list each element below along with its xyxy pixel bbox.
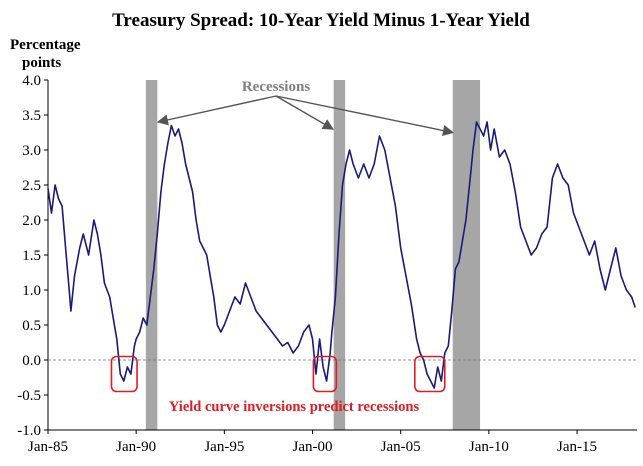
y-tick-label: 2.5	[22, 178, 41, 194]
y-tick-label: 1.5	[22, 248, 41, 264]
y-tick-label: -0.5	[17, 388, 41, 404]
y-tick-label: 3.0	[22, 143, 41, 159]
inversion-label: Yield curve inversions predict recession…	[169, 399, 420, 415]
inversion-box-3	[414, 355, 446, 393]
spread-series	[47, 121, 636, 389]
chart-title: Treasury Spread: 10-Year Yield Minus 1-Y…	[112, 10, 530, 31]
inversion-boxes	[110, 355, 446, 393]
y-axis-label-line1: Percentage	[10, 37, 81, 53]
recession-band-1	[145, 80, 158, 430]
axes	[44, 79, 637, 434]
x-tick-label: Jan-10	[469, 439, 509, 455]
x-tick-label: Jan-90	[116, 439, 156, 455]
y-axis-label-line2: points	[22, 55, 61, 71]
x-tick-label: Jan-05	[381, 439, 421, 455]
recession-arrow-2	[275, 95, 335, 130]
recession-band-3	[452, 80, 481, 430]
y-tick-label: -1.0	[17, 423, 41, 439]
x-tick-label: Jan-95	[204, 439, 244, 455]
recession-band-2	[333, 80, 346, 430]
y-tick-label: 3.5	[22, 108, 41, 124]
x-tick-labels: Jan-85 Jan-90 Jan-95 Jan-00 Jan-05 Jan-10 Jan-…	[28, 439, 597, 455]
y-tick-labels: 4.0 3.5 3.0 2.5 2.0 1.5 1.0 0.5 0.0 -0.5 -1.0	[17, 73, 41, 439]
recession-label: Recessions	[242, 79, 310, 95]
y-tick-label: 0.5	[22, 318, 41, 334]
x-tick-label: Jan-15	[557, 439, 597, 455]
recession-arrow-1	[156, 95, 277, 126]
inversion-box-1	[110, 355, 138, 393]
x-tick-label: Jan-00	[293, 439, 333, 455]
recession-annotations: Recessions	[156, 79, 455, 137]
recession-arrow-3	[275, 95, 455, 137]
y-tick-label: 1.0	[22, 283, 41, 299]
y-tick-label: 2.0	[22, 213, 41, 229]
spread-line	[47, 121, 636, 389]
inversion-box-2	[312, 355, 338, 393]
recession-bands	[145, 80, 481, 430]
y-tick-label: 4.0	[22, 73, 41, 89]
y-tick-label: 0.0	[22, 353, 41, 369]
x-tick-label: Jan-85	[28, 439, 68, 455]
